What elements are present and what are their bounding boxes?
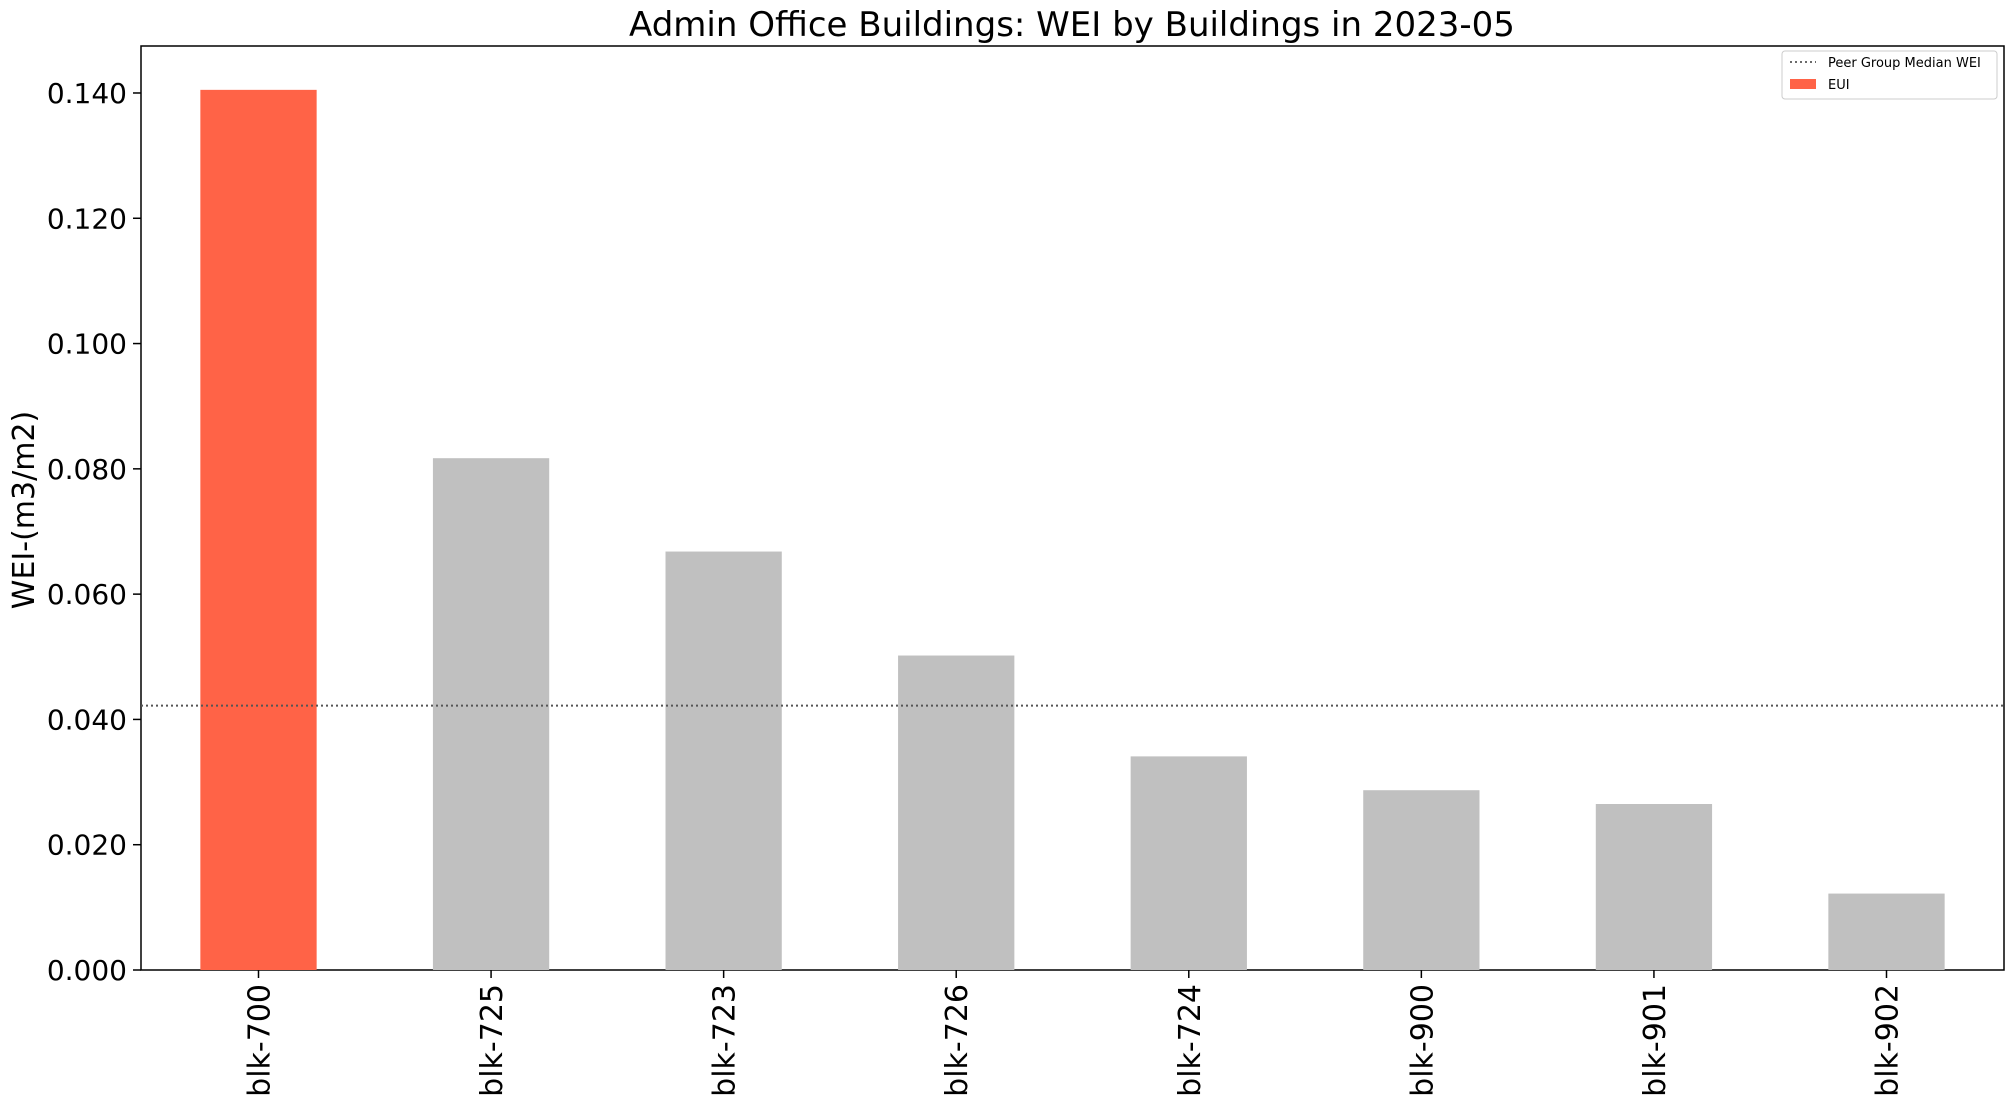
- legend-box: [1781, 50, 1998, 100]
- bar-blk-725: [432, 458, 550, 970]
- x-tick-label: blk-726: [940, 984, 975, 1097]
- bar-blk-726: [898, 655, 1015, 970]
- y-tick-label: 0.100: [47, 328, 127, 361]
- bar-series: [200, 89, 1945, 971]
- bar-blk-901: [1595, 803, 1713, 970]
- bar-blk-700: [200, 89, 317, 971]
- y-axis-ticks: 0.000 0.020 0.040 0.060 0.080 0.100 0.120 0.140: [47, 77, 141, 987]
- plot-area-frame: [140, 45, 2005, 971]
- legend: Peer Group Median WEI EUI: [1781, 50, 1998, 100]
- x-tick-label: blk-902: [1871, 984, 1906, 1097]
- y-tick-label: 0.080: [47, 453, 127, 486]
- legend-label-median: Peer Group Median WEI: [1828, 56, 1981, 71]
- y-axis-label: WEI-(m3/m2): [7, 411, 42, 609]
- x-axis-ticks: blk-700 blk-725 blk-723 blk-726 blk-724 blk-9…: [243, 970, 1906, 1097]
- legend-label-eui: EUI: [1828, 78, 1850, 93]
- x-tick-label: blk-723: [708, 984, 743, 1097]
- y-tick-label: 0.140: [47, 77, 127, 110]
- x-tick-label: blk-901: [1638, 984, 1673, 1097]
- chart-title: Admin Office Buildings: WEI by Buildings…: [629, 5, 1515, 45]
- y-tick-label: 0.020: [47, 829, 127, 862]
- x-tick-label: blk-900: [1405, 984, 1440, 1097]
- x-tick-label: blk-725: [475, 984, 510, 1097]
- bar-blk-900: [1363, 790, 1480, 970]
- y-tick-label: 0.120: [47, 202, 127, 235]
- x-tick-label: blk-700: [243, 984, 278, 1097]
- bar-blk-723: [665, 551, 782, 970]
- bar-blk-902: [1828, 893, 1945, 970]
- bar-blk-724: [1130, 756, 1247, 970]
- y-tick-label: 0.000: [47, 954, 127, 987]
- x-tick-label: blk-724: [1173, 984, 1208, 1097]
- y-tick-label: 0.060: [47, 578, 127, 611]
- y-tick-label: 0.040: [47, 703, 127, 736]
- legend-swatch-eui: [1790, 79, 1816, 89]
